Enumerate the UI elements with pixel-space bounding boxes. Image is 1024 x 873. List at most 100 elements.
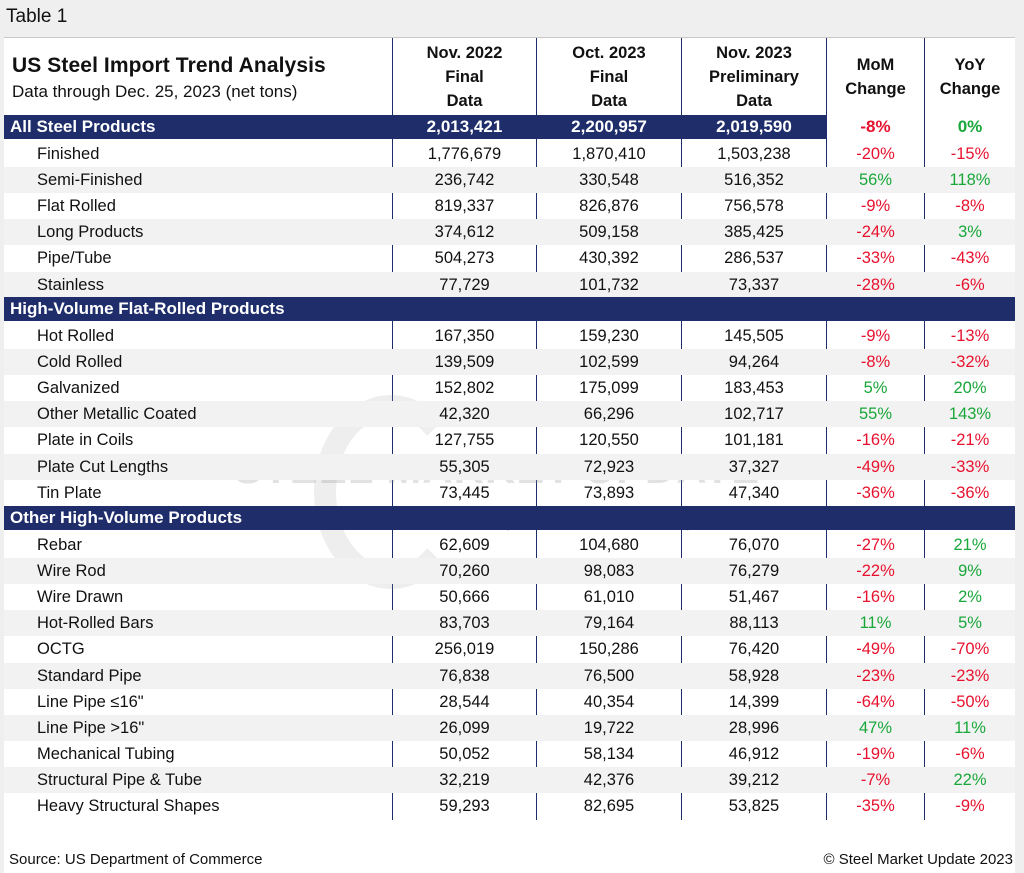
row-cell: 77,729 (439, 275, 490, 294)
row-cell: -21% (950, 431, 990, 450)
row-cell: 94,264 (728, 353, 780, 372)
row-cell: 55,305 (439, 457, 490, 476)
row-cell: 286,537 (724, 249, 784, 268)
row-label: Standard Pipe (37, 666, 142, 685)
row-cell: 819,337 (434, 197, 495, 216)
row-cell: 120,550 (579, 431, 639, 450)
row-label: Semi-Finished (37, 171, 143, 190)
row-label: OCTG (37, 640, 85, 659)
total-cell: 2,013,421 (426, 117, 503, 136)
row-cell: 73,893 (583, 483, 635, 502)
total-cell: 2,200,957 (571, 117, 647, 136)
header-oct-2023: Oct. 2023 Final Data (572, 44, 646, 110)
row-cell: -9% (860, 327, 891, 345)
row-cell: 73,445 (439, 483, 490, 502)
table-row: Flat Rolled 819,337 826,876 756,578 -9% -8% (4, 193, 1015, 219)
row-cell: 76,070 (728, 536, 780, 554)
table-row: Tin Plate 73,445 73,893 47,340 -36% -36% (4, 480, 1015, 506)
row-label: Wire Drawn (37, 588, 124, 607)
row-cell: 28,544 (439, 692, 490, 711)
row-cell: -24% (856, 223, 895, 242)
row-cell: 76,279 (728, 562, 780, 581)
table-row: Stainless 77,729 101,732 73,337 -28% -6% (4, 271, 1015, 298)
table-row: Plate Cut Lengths 55,305 72,923 37,327 -49% -… (4, 453, 1015, 480)
row-cell: 139,509 (434, 353, 495, 372)
table-row: Line Pipe ≤16" 28,544 40,354 14,399 -64% -50% (4, 689, 1015, 715)
row-label: Plate Cut Lengths (37, 457, 169, 476)
row-cell: 385,425 (724, 223, 784, 242)
row-cell: 76,838 (439, 666, 490, 685)
row-cell: 56% (858, 171, 893, 190)
header-nov-2022: Nov. 2022 Final Data (426, 44, 503, 110)
column-divider (392, 38, 393, 820)
row-cell: -33% (950, 457, 990, 476)
row-cell: 47,340 (728, 483, 780, 502)
table-row: Wire Drawn 50,666 61,010 51,467 -16% 2% (4, 584, 1015, 610)
row-cell: 11% (859, 614, 892, 633)
row-cell: -6% (955, 744, 985, 763)
section-label: High-Volume Flat-Rolled Products (10, 299, 285, 318)
row-label: Heavy Structural Shapes (37, 797, 220, 815)
row-cell: -36% (950, 483, 990, 502)
row-cell: 175,099 (579, 379, 639, 398)
table-row: Standard Pipe 76,838 76,500 58,928 -23% -23% (4, 662, 1015, 689)
row-cell: 14,399 (728, 692, 780, 711)
row-cell: 330,548 (579, 171, 639, 190)
row-label: Galvanized (37, 379, 120, 398)
row-label: Flat Rolled (37, 197, 116, 216)
table-caption: Table 1 (6, 6, 68, 27)
row-label: Hot Rolled (37, 327, 115, 345)
row-label: Hot-Rolled Bars (37, 614, 154, 633)
row-cell: 46,912 (728, 744, 780, 763)
row-cell: 516,352 (724, 171, 784, 190)
row-cell: 26,099 (439, 718, 490, 737)
row-cell: -23% (950, 666, 990, 685)
row-cell: 9% (958, 562, 982, 581)
row-cell: 504,273 (434, 249, 495, 268)
table-row: Finished 1,776,679 1,870,410 1,503,238 -20% -… (4, 141, 1015, 167)
row-cell: 159,230 (579, 327, 639, 345)
row-cell: 76,500 (583, 666, 635, 685)
table-subtitle: Data through Dec. 25, 2023 (net tons) (12, 82, 298, 101)
table-row: Heavy Structural Shapes 59,293 82,695 53,82… (4, 793, 1015, 819)
row-cell: -13% (950, 327, 990, 345)
row-cell: -23% (856, 666, 895, 685)
row-cell: -28% (856, 275, 895, 294)
table-panel: US Steel Import Trend Analysis Data thro… (4, 37, 1015, 873)
row-cell: -33% (856, 249, 895, 268)
row-cell: 42,320 (439, 405, 490, 424)
row-cell: -8% (860, 353, 891, 372)
table-title: US Steel Import Trend Analysis (12, 54, 326, 77)
row-cell: 509,158 (579, 223, 639, 242)
row-cell: 183,453 (724, 379, 784, 398)
row-label: Stainless (37, 275, 104, 294)
section-header: Other High-Volume Products (4, 506, 1015, 530)
row-cell: 58,928 (728, 666, 780, 685)
row-label: Line Pipe ≤16" (37, 692, 144, 711)
table-row: OCTG 256,019 150,286 76,420 -49% -70% (4, 636, 1015, 662)
row-cell: 39,212 (728, 770, 780, 789)
row-cell: 2% (958, 588, 982, 607)
row-cell: 167,350 (434, 327, 495, 345)
row-cell: 47% (858, 718, 893, 737)
row-cell: 150,286 (579, 640, 639, 659)
row-label: Tin Plate (37, 483, 102, 502)
row-cell: 5% (958, 614, 982, 633)
row-label: Cold Rolled (37, 353, 123, 372)
row-cell: -7% (860, 770, 891, 789)
table-row: Long Products 374,612 509,158 385,425 -24% 3% (4, 219, 1015, 246)
row-cell: -64% (856, 692, 895, 711)
row-cell: 82,695 (583, 797, 635, 815)
row-cell: 256,019 (434, 640, 495, 659)
section-label: Other High-Volume Products (10, 508, 243, 527)
column-divider (924, 38, 925, 820)
header-nov-2023: Nov. 2023 Preliminary Data (709, 44, 799, 110)
row-cell: 72,923 (583, 457, 635, 476)
row-cell: -9% (955, 797, 985, 815)
row-cell: -43% (950, 249, 990, 268)
table-row: Plate in Coils 127,755 120,550 101,181 -16% -… (4, 427, 1015, 453)
row-cell: 66,296 (583, 405, 635, 424)
title-block: US Steel Import Trend Analysis Data thro… (12, 54, 326, 102)
total-change-box (925, 115, 1015, 139)
row-cell: -9% (860, 197, 891, 216)
